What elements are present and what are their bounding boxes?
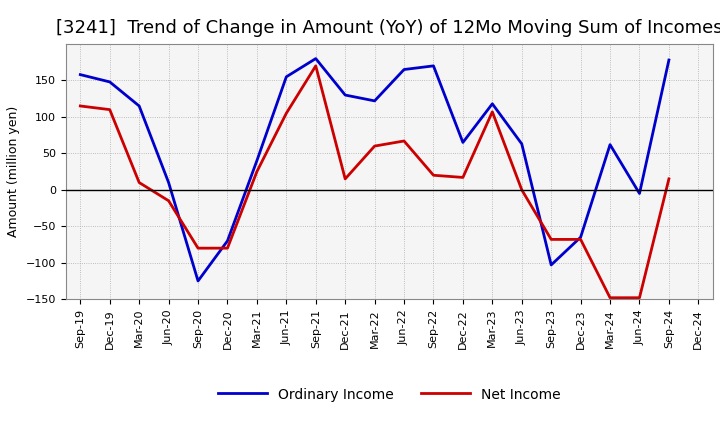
Net Income — [223, 246, 232, 251]
Ordinary Income — [253, 158, 261, 163]
Ordinary Income — [459, 140, 467, 145]
Line: Net Income: Net Income — [81, 66, 669, 298]
Net Income — [518, 187, 526, 192]
Ordinary Income — [341, 92, 349, 98]
Ordinary Income — [135, 103, 143, 109]
Net Income — [547, 237, 556, 242]
Net Income — [253, 169, 261, 174]
Net Income — [370, 143, 379, 149]
Net Income — [400, 138, 408, 143]
Ordinary Income — [164, 180, 173, 185]
Net Income — [312, 63, 320, 69]
Net Income — [429, 172, 438, 178]
Ordinary Income — [223, 238, 232, 243]
Ordinary Income — [312, 56, 320, 61]
Title: [3241]  Trend of Change in Amount (YoY) of 12Mo Moving Sum of Incomes: [3241] Trend of Change in Amount (YoY) o… — [56, 19, 720, 37]
Net Income — [576, 237, 585, 242]
Net Income — [282, 110, 291, 116]
Ordinary Income — [76, 72, 85, 77]
Y-axis label: Amount (million yen): Amount (million yen) — [7, 106, 20, 237]
Net Income — [635, 295, 644, 301]
Ordinary Income — [606, 142, 614, 147]
Legend: Ordinary Income, Net Income: Ordinary Income, Net Income — [212, 382, 566, 407]
Ordinary Income — [665, 57, 673, 62]
Ordinary Income — [105, 79, 114, 84]
Ordinary Income — [370, 98, 379, 103]
Ordinary Income — [429, 63, 438, 69]
Ordinary Income — [400, 67, 408, 72]
Ordinary Income — [547, 262, 556, 268]
Net Income — [665, 176, 673, 182]
Ordinary Income — [635, 191, 644, 196]
Net Income — [76, 103, 85, 109]
Net Income — [135, 180, 143, 185]
Ordinary Income — [518, 141, 526, 147]
Net Income — [164, 198, 173, 203]
Ordinary Income — [488, 101, 497, 106]
Net Income — [459, 175, 467, 180]
Net Income — [194, 246, 202, 251]
Line: Ordinary Income: Ordinary Income — [81, 59, 669, 281]
Ordinary Income — [576, 235, 585, 240]
Net Income — [606, 295, 614, 301]
Ordinary Income — [282, 74, 291, 80]
Net Income — [341, 176, 349, 182]
Net Income — [105, 107, 114, 112]
Net Income — [488, 109, 497, 114]
Ordinary Income — [194, 279, 202, 284]
